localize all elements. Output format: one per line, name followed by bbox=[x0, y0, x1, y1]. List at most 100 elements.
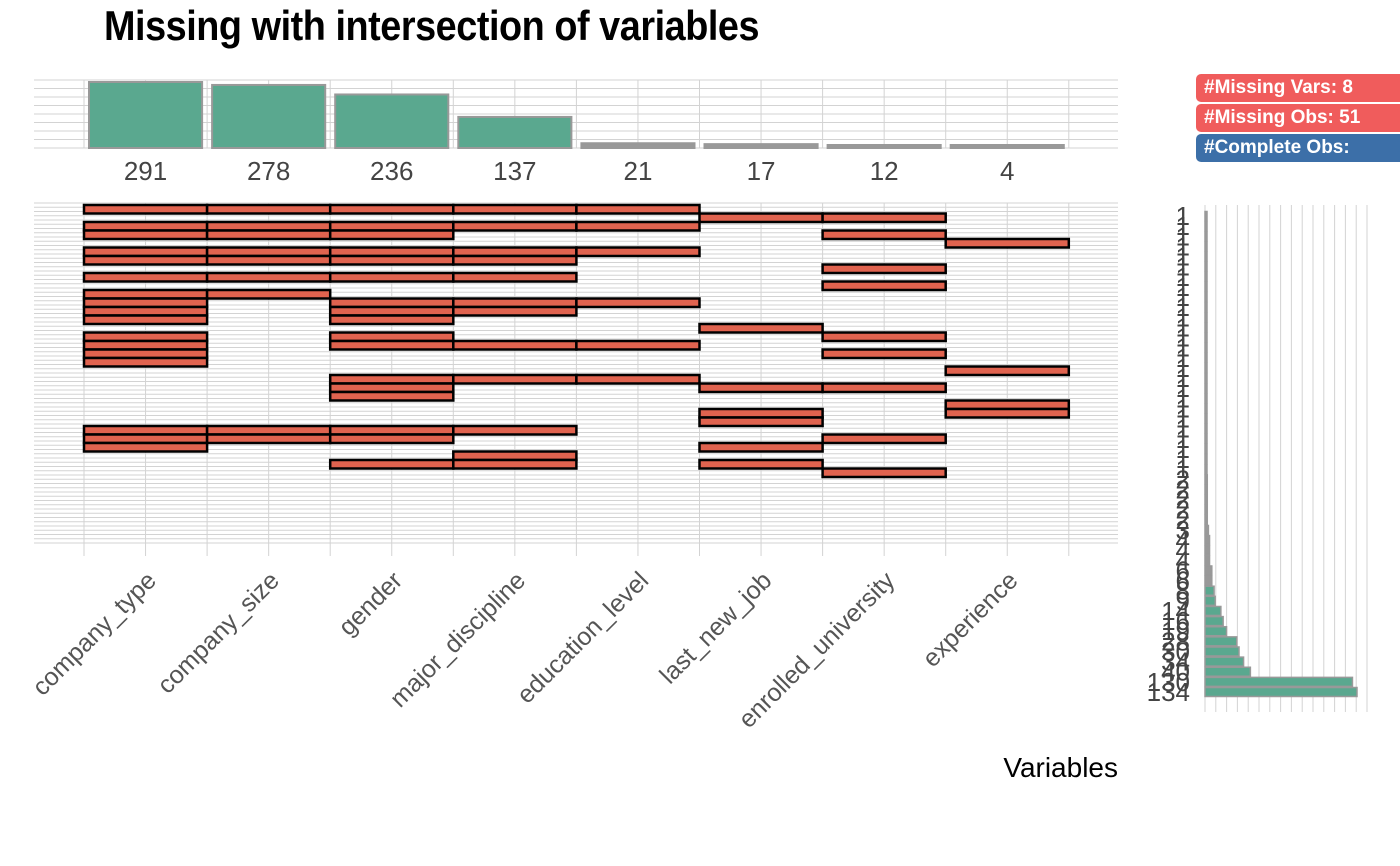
combination-count-bar bbox=[1204, 686, 1358, 698]
combination-count-bar bbox=[1204, 231, 1208, 242]
combination-count-bar bbox=[1204, 646, 1240, 657]
missing-cell bbox=[698, 407, 824, 419]
combination-count-label: 1 bbox=[1176, 312, 1190, 342]
combination-count-label: 1 bbox=[1176, 393, 1190, 423]
combination-count-bar bbox=[1204, 301, 1208, 313]
missing-cell bbox=[82, 331, 209, 343]
combination-count-bar bbox=[1204, 565, 1213, 576]
combination-count-label: 14 bbox=[1161, 596, 1190, 626]
missing-cell bbox=[205, 220, 332, 232]
combination-count-bar bbox=[1204, 625, 1228, 637]
combination-count-bar bbox=[1204, 615, 1224, 627]
combination-count-label: 1 bbox=[1176, 323, 1190, 353]
combination-count-bar bbox=[1204, 210, 1208, 222]
missing-cell bbox=[698, 458, 824, 470]
missing-cell bbox=[82, 314, 209, 326]
combination-count-label: 1 bbox=[1176, 454, 1190, 484]
missing-cell bbox=[82, 229, 209, 241]
missing-cell bbox=[821, 467, 947, 479]
combination-count-bar bbox=[1204, 413, 1208, 424]
missing-cell bbox=[698, 212, 824, 224]
missing-cell bbox=[328, 203, 455, 215]
combination-count-bar bbox=[1204, 281, 1208, 293]
missing-cell bbox=[82, 220, 209, 232]
combination-count-label: 1 bbox=[1176, 353, 1190, 383]
missing-cell bbox=[944, 407, 1071, 419]
combination-count-bar bbox=[1204, 534, 1211, 546]
missing-cell bbox=[328, 229, 455, 241]
combination-count-label: 1 bbox=[1176, 272, 1190, 302]
missing-cell bbox=[205, 424, 332, 436]
combination-count-bar bbox=[1204, 504, 1209, 515]
combination-count-bar bbox=[1204, 585, 1215, 596]
missing-cell bbox=[452, 305, 578, 317]
combination-count-label: 1 bbox=[1176, 383, 1190, 413]
missing-cell bbox=[575, 246, 701, 258]
combination-count-label: 2 bbox=[1176, 495, 1190, 525]
missing-obs-badge: #Missing Obs: 51 bbox=[1196, 104, 1400, 132]
combination-count-label: 28 bbox=[1161, 626, 1190, 656]
combination-count-bar bbox=[1204, 676, 1354, 688]
combination-count-bar bbox=[1204, 423, 1208, 434]
missing-cell bbox=[82, 305, 209, 317]
combination-count-label: 16 bbox=[1161, 606, 1190, 636]
missing-cell bbox=[575, 297, 701, 309]
combination-count-bar bbox=[1204, 575, 1213, 586]
combination-count-bar bbox=[1204, 443, 1208, 455]
missing-cell bbox=[82, 271, 209, 283]
missing-count-label: 4 bbox=[1000, 156, 1014, 186]
combination-count-bar bbox=[1204, 342, 1208, 353]
missing-cell bbox=[205, 433, 332, 445]
missing-count-label: 21 bbox=[623, 156, 652, 186]
missing-cell bbox=[821, 433, 947, 445]
missing-cell bbox=[821, 382, 947, 394]
missing-count-bar bbox=[457, 115, 573, 149]
combination-count-label: 1 bbox=[1176, 242, 1190, 272]
missing-cell bbox=[328, 314, 455, 326]
missing-cell bbox=[328, 271, 455, 283]
combination-count-label: 1 bbox=[1176, 231, 1190, 261]
missing-count-label: 17 bbox=[747, 156, 776, 186]
missing-cell bbox=[575, 373, 701, 385]
missing-cell bbox=[944, 399, 1071, 411]
missing-cell bbox=[205, 288, 332, 300]
combination-count-label: 1 bbox=[1176, 302, 1190, 332]
combination-count-label: 1 bbox=[1176, 282, 1190, 312]
combination-count-label: 1 bbox=[1176, 343, 1190, 373]
missing-count-label: 12 bbox=[870, 156, 899, 186]
combination-count-bar bbox=[1204, 251, 1208, 262]
missing-cell bbox=[82, 288, 209, 300]
missing-cell bbox=[452, 297, 578, 309]
combination-count-bar bbox=[1204, 261, 1208, 272]
variable-label: education_level bbox=[512, 566, 655, 709]
missing-cell bbox=[205, 203, 332, 215]
missing-cell bbox=[328, 246, 455, 258]
combination-count-label: 6 bbox=[1176, 555, 1190, 585]
combination-count-bar bbox=[1204, 636, 1238, 647]
combination-count-label: 1 bbox=[1176, 363, 1190, 393]
combination-count-label: 134 bbox=[1147, 677, 1190, 707]
missing-cell bbox=[205, 246, 332, 258]
combination-count-label: 1 bbox=[1176, 252, 1190, 282]
missing-cell bbox=[328, 433, 455, 445]
missing-cell bbox=[205, 271, 332, 283]
missing-cell bbox=[821, 263, 947, 275]
combination-count-label: 1 bbox=[1176, 373, 1190, 403]
combination-count-label: 1 bbox=[1176, 333, 1190, 363]
missing-cell bbox=[328, 390, 455, 402]
variable-label: company_size bbox=[152, 566, 285, 699]
missing-cell bbox=[82, 356, 209, 368]
combination-count-bar bbox=[1204, 433, 1208, 445]
combination-count-label: 2 bbox=[1176, 474, 1190, 504]
missing-count-bar bbox=[949, 144, 1065, 149]
combination-count-bar bbox=[1204, 474, 1209, 485]
missing-cell bbox=[452, 203, 578, 215]
missing-cell bbox=[205, 229, 332, 241]
complete-obs-badge: #Complete Obs: bbox=[1196, 134, 1400, 162]
missing-count-bar bbox=[703, 143, 819, 150]
missing-cell bbox=[328, 424, 455, 436]
combination-count-label: 40 bbox=[1161, 657, 1190, 687]
missing-cell bbox=[575, 339, 701, 351]
combination-count-bar bbox=[1204, 403, 1208, 414]
